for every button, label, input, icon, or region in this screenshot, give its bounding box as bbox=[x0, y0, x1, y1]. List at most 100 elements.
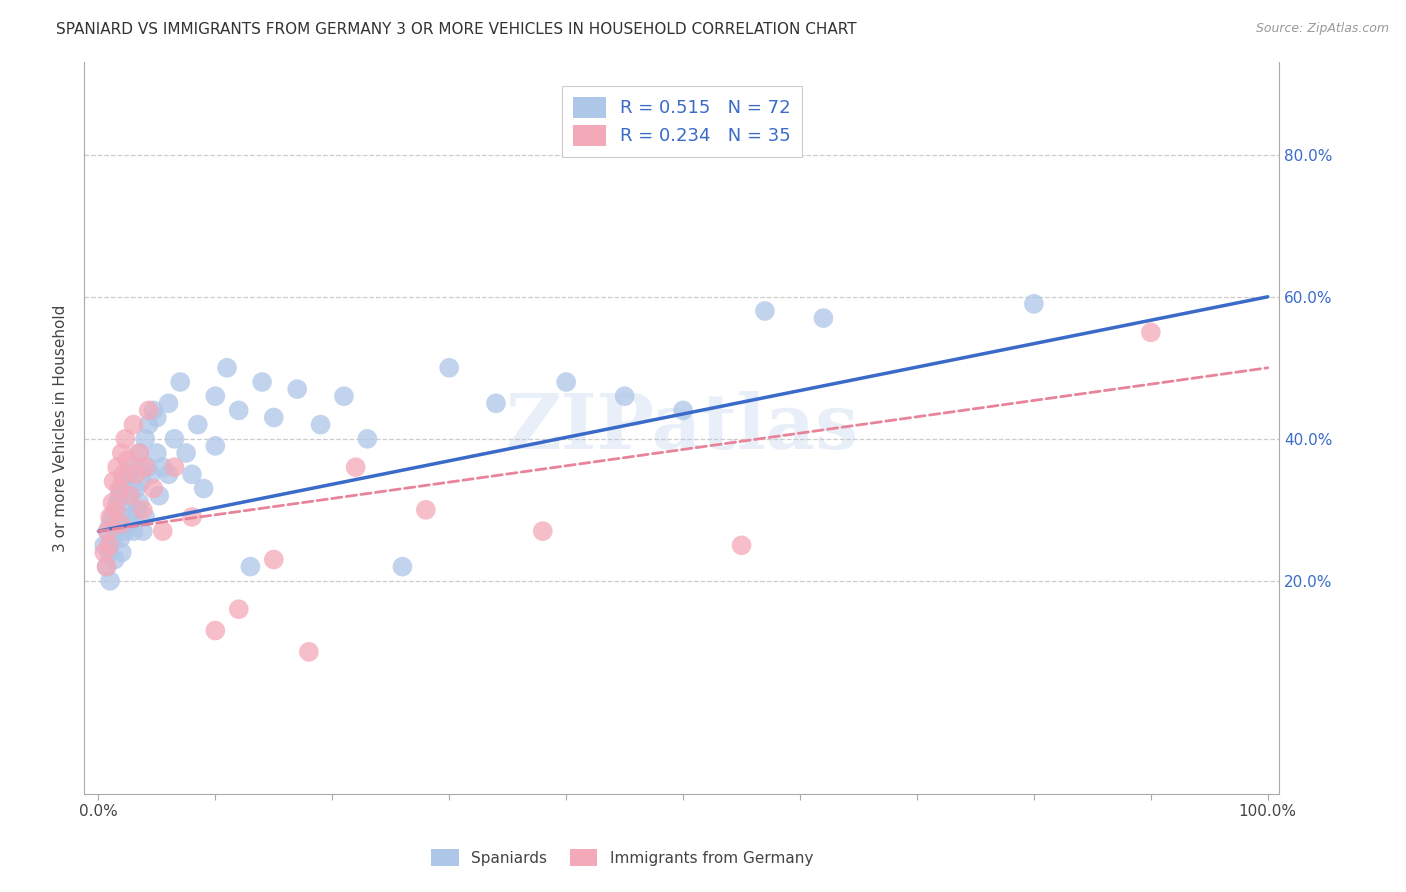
Point bbox=[104, 524, 127, 538]
Point bbox=[111, 446, 134, 460]
Legend: Spaniards, Immigrants from Germany: Spaniards, Immigrants from Germany bbox=[423, 841, 821, 874]
Point bbox=[97, 538, 120, 552]
Point bbox=[120, 510, 142, 524]
Point bbox=[163, 432, 186, 446]
Point bbox=[128, 446, 150, 460]
Point bbox=[391, 559, 413, 574]
Point bbox=[555, 375, 578, 389]
Point bbox=[96, 559, 118, 574]
Point bbox=[333, 389, 356, 403]
Point bbox=[125, 482, 148, 496]
Point bbox=[132, 524, 155, 538]
Point bbox=[146, 410, 169, 425]
Point bbox=[134, 460, 156, 475]
Text: SPANIARD VS IMMIGRANTS FROM GERMANY 3 OR MORE VEHICLES IN HOUSEHOLD CORRELATION : SPANIARD VS IMMIGRANTS FROM GERMANY 3 OR… bbox=[56, 22, 856, 37]
Point bbox=[146, 446, 169, 460]
Point bbox=[134, 510, 156, 524]
Point bbox=[110, 516, 132, 531]
Point bbox=[98, 538, 121, 552]
Point bbox=[285, 382, 308, 396]
Point bbox=[101, 510, 124, 524]
Point bbox=[104, 552, 127, 566]
Point bbox=[138, 417, 160, 432]
Point bbox=[134, 432, 156, 446]
Point bbox=[309, 417, 332, 432]
Point bbox=[157, 467, 180, 482]
Point bbox=[730, 538, 752, 552]
Point bbox=[93, 545, 115, 559]
Point bbox=[125, 467, 148, 482]
Point bbox=[152, 460, 174, 475]
Point bbox=[111, 545, 134, 559]
Point bbox=[148, 489, 170, 503]
Point bbox=[163, 460, 186, 475]
Point bbox=[128, 496, 150, 510]
Point bbox=[228, 403, 250, 417]
Point bbox=[105, 460, 128, 475]
Point bbox=[103, 531, 125, 545]
Point bbox=[250, 375, 273, 389]
Point bbox=[204, 624, 226, 638]
Point bbox=[108, 482, 131, 496]
Point bbox=[415, 503, 437, 517]
Point bbox=[108, 489, 131, 503]
Point bbox=[193, 482, 215, 496]
Text: Source: ZipAtlas.com: Source: ZipAtlas.com bbox=[1256, 22, 1389, 36]
Point bbox=[110, 531, 132, 545]
Point bbox=[754, 304, 776, 318]
Point bbox=[111, 475, 134, 489]
Point bbox=[344, 460, 367, 475]
Point bbox=[111, 467, 134, 482]
Point bbox=[101, 496, 124, 510]
Point bbox=[117, 467, 139, 482]
Point bbox=[122, 524, 145, 538]
Point bbox=[105, 496, 128, 510]
Point bbox=[139, 467, 162, 482]
Point bbox=[118, 489, 141, 503]
Point bbox=[228, 602, 250, 616]
Point bbox=[356, 432, 378, 446]
Point bbox=[97, 524, 120, 538]
Point bbox=[96, 559, 118, 574]
Point bbox=[97, 524, 120, 538]
Point bbox=[131, 475, 153, 489]
Point bbox=[104, 503, 127, 517]
Point bbox=[136, 460, 159, 475]
Point bbox=[93, 538, 115, 552]
Point bbox=[104, 503, 127, 517]
Point bbox=[672, 403, 695, 417]
Point bbox=[181, 467, 204, 482]
Point bbox=[613, 389, 636, 403]
Point bbox=[263, 410, 285, 425]
Point bbox=[98, 516, 121, 531]
Point bbox=[215, 360, 238, 375]
Point bbox=[263, 552, 285, 566]
Point bbox=[128, 446, 150, 460]
Point bbox=[97, 545, 120, 559]
Point bbox=[174, 446, 197, 460]
Point bbox=[114, 524, 136, 538]
Point bbox=[1022, 297, 1045, 311]
Point bbox=[125, 503, 148, 517]
Point bbox=[111, 516, 134, 531]
Point bbox=[122, 417, 145, 432]
Point bbox=[298, 645, 321, 659]
Point bbox=[111, 482, 134, 496]
Point bbox=[169, 375, 191, 389]
Point bbox=[138, 403, 160, 417]
Point bbox=[531, 524, 554, 538]
Point bbox=[813, 311, 835, 326]
Point bbox=[239, 559, 262, 574]
Point bbox=[1140, 326, 1163, 340]
Point bbox=[204, 389, 226, 403]
Point bbox=[204, 439, 226, 453]
Point bbox=[98, 510, 121, 524]
Point bbox=[103, 475, 125, 489]
Point bbox=[117, 516, 139, 531]
Point bbox=[485, 396, 508, 410]
Point bbox=[142, 482, 165, 496]
Point bbox=[437, 360, 460, 375]
Point bbox=[112, 503, 135, 517]
Point bbox=[142, 403, 165, 417]
Point bbox=[181, 510, 204, 524]
